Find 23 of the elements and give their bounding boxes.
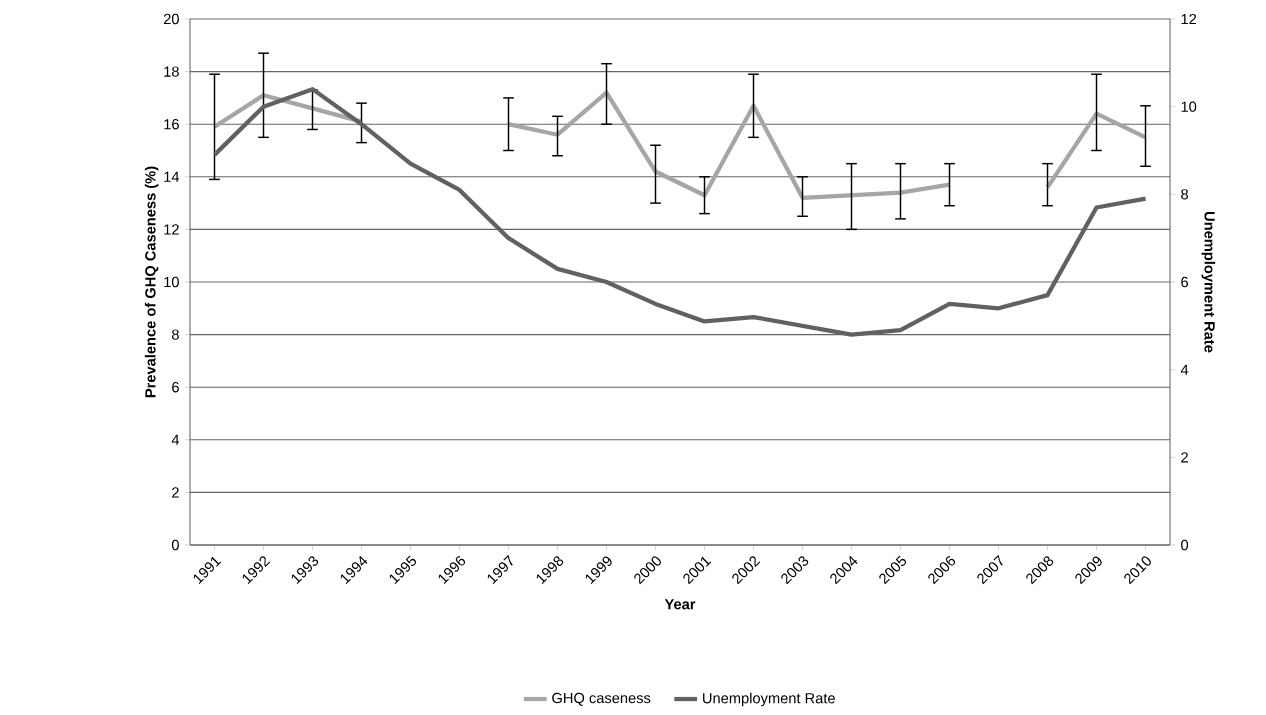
x-axis-title: Year xyxy=(664,599,696,610)
y-tick-label: 16 xyxy=(164,119,179,130)
y2-tick-label: 2 xyxy=(1181,452,1188,463)
y-tick-label: 0 xyxy=(171,539,179,551)
y-tick-label: 10 xyxy=(164,276,179,288)
y-tick-label: 14 xyxy=(164,171,180,182)
y-tick-label: 8 xyxy=(171,329,179,340)
legend-label: Unemployment Rate xyxy=(703,692,835,707)
y-tick-label: 2 xyxy=(172,487,179,498)
y-tick-label: 18 xyxy=(164,66,179,77)
y-tick-label: 20 xyxy=(163,13,179,25)
y-tick-label: 4 xyxy=(171,434,180,445)
y2-tick-label: 4 xyxy=(1180,364,1189,375)
y-tick-label: 12 xyxy=(164,224,179,235)
y2-axis-title: Unemployment Rate xyxy=(1201,211,1216,353)
y2-tick-label: 8 xyxy=(1181,189,1189,200)
legend-label: GHQ caseness xyxy=(552,692,651,706)
y2-tick-label: 0 xyxy=(1181,539,1189,551)
y2-tick-label: 12 xyxy=(1181,13,1197,25)
y-tick-label: 6 xyxy=(172,382,179,393)
y2-tick-label: 10 xyxy=(1181,101,1197,112)
y-axis-title: Prevalence of GHQ Caseness (%) xyxy=(144,166,159,398)
y2-tick-label: 6 xyxy=(1181,276,1189,288)
